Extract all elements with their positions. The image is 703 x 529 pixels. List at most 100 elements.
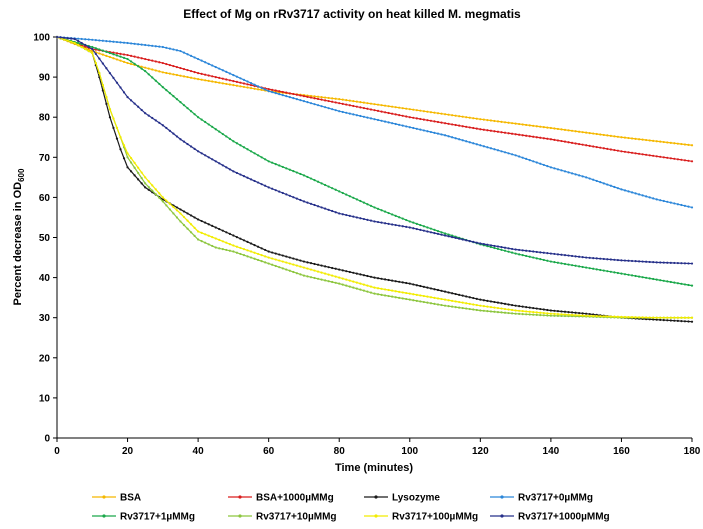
series-point [620,136,623,139]
series-point [182,210,186,213]
series-point [556,168,560,171]
series-point [249,242,253,245]
series-point [673,261,676,265]
series-point [331,209,334,213]
series-point [599,257,602,260]
series-point [373,286,376,289]
series-point [228,72,231,75]
series-point [525,134,528,137]
series-point [175,216,179,219]
series-point [352,286,355,289]
series-point [200,118,203,121]
x-tick-label: 80 [334,446,346,457]
series-point [613,148,616,152]
series-point [154,193,157,196]
series-point [546,165,549,168]
series-point [391,213,394,216]
series-point [302,200,306,203]
series-point [355,105,358,108]
series-point [394,106,397,109]
series-point [493,300,496,304]
x-tick-label: 20 [122,446,134,457]
series-point [574,255,577,258]
series-point [324,183,327,187]
series-point [507,311,510,315]
series-point [302,266,306,269]
series-point [225,135,228,138]
series-point [687,320,690,323]
series-point [175,206,179,209]
series-point [578,174,581,177]
series-point [309,177,313,180]
series-point [235,75,239,78]
series-point [235,236,239,239]
series-point [422,229,425,232]
series-point [338,102,341,105]
series-point [560,314,563,318]
series-point [168,63,171,67]
series-point [334,101,337,104]
series-point [84,47,87,51]
series-point [306,267,309,270]
series-point [546,314,549,317]
series-point [447,299,450,302]
series-point [585,312,588,315]
series-point [489,119,493,122]
series-point [468,296,471,299]
series-point [313,179,316,182]
series-point [581,314,584,317]
series-point [486,305,489,308]
series-point [482,305,485,308]
series-point [514,248,517,251]
series-point [539,258,542,261]
series-point [345,278,348,281]
series-point [422,118,425,121]
series-point [112,53,115,56]
series-point [542,258,545,262]
series-point [387,111,390,115]
series-point [362,283,366,286]
series-point [680,316,683,319]
series-point [383,222,387,225]
series-point [454,292,457,296]
series-point [137,171,140,175]
series-point [468,240,471,243]
series-point [630,316,634,319]
series-point [510,303,514,307]
series-point [193,216,196,219]
series-point [214,81,217,84]
series-point [207,62,210,65]
series-point [288,96,291,99]
series-point [415,293,418,296]
series-point [482,299,485,302]
series-point [560,310,563,313]
series-point [242,175,246,178]
series-point [242,78,246,82]
series-point [285,95,288,98]
series-point [567,313,570,316]
series-point [655,155,658,158]
series-point [154,69,157,72]
series-point [366,284,369,287]
series-point [659,140,662,143]
series-point [59,36,62,39]
series-point [496,130,500,133]
series-point [274,89,277,92]
series-point [73,41,76,45]
series-point [239,81,242,84]
series-point [546,259,549,262]
series-point [115,40,119,44]
legend-item: Rv3717+1000µMMg [490,512,610,523]
series-point [161,124,164,127]
series-point [687,316,690,319]
series-point [225,78,228,81]
series-point [405,218,408,222]
series-point [147,180,150,183]
series-point [345,103,348,106]
series-point [539,136,542,139]
series-point [115,137,119,140]
series-point [151,59,154,62]
x-tick-label: 140 [543,446,560,457]
series-point [599,133,602,136]
series-point [281,165,284,169]
